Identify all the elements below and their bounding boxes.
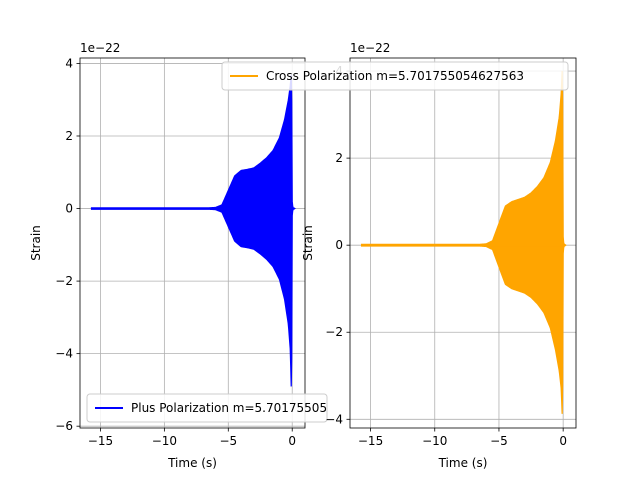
x-tick-label: −10 — [152, 434, 177, 448]
plus-y-ticks: −6 −4 −2 0 2 4 — [55, 56, 80, 433]
x-tick-label: −15 — [88, 434, 113, 448]
x-tick-label: 0 — [559, 434, 567, 448]
cross-series — [360, 70, 567, 414]
y-tick-label: −4 — [325, 412, 343, 426]
plus-y-offset-label: 1e−22 — [80, 41, 120, 55]
cross-legend: Cross Polarization m=5.701755054627563 — [221, 61, 569, 91]
plus-legend-frame — [86, 393, 328, 423]
x-tick-label: −5 — [490, 434, 508, 448]
plus-legend-label: Plus Polarization m=5.70175505 — [131, 401, 327, 415]
plus-polarization-axes: −15 −10 −5 0 −6 −4 −2 0 2 4 Time (s) Strain 1e−2… — [29, 41, 328, 470]
cross-axes-frame — [349, 57, 577, 429]
cross-legend-label: Cross Polarization m=5.701755054627563 — [266, 69, 524, 83]
x-tick-label: −10 — [422, 434, 447, 448]
y-tick-label: 0 — [65, 202, 73, 216]
plus-series — [90, 74, 296, 387]
y-tick-label: 0 — [335, 238, 343, 252]
plus-y-axis-label: Strain — [29, 225, 43, 261]
plus-legend: Plus Polarization m=5.70175505 — [86, 393, 328, 423]
cross-y-offset-label: 1e−22 — [350, 41, 390, 55]
x-tick-label: −15 — [358, 434, 383, 448]
y-tick-label: −6 — [55, 419, 73, 433]
y-tick-label: 2 — [65, 129, 73, 143]
y-tick-label: −2 — [325, 325, 343, 339]
cross-x-axis-label: Time (s) — [438, 456, 488, 470]
y-tick-label: 2 — [335, 151, 343, 165]
plus-x-axis-label: Time (s) — [167, 456, 217, 470]
plus-axes-frame — [79, 57, 306, 429]
cross-x-ticks: −15 −10 −5 0 — [358, 428, 567, 448]
x-tick-label: 0 — [288, 434, 296, 448]
x-tick-label: −5 — [219, 434, 237, 448]
y-tick-label: −2 — [55, 274, 73, 288]
cross-legend-frame — [221, 61, 569, 91]
plus-x-ticks: −15 −10 −5 0 — [88, 428, 296, 448]
y-tick-label: 4 — [65, 56, 73, 70]
cross-y-axis-label: Strain — [301, 225, 315, 261]
y-tick-label: −4 — [55, 347, 73, 361]
